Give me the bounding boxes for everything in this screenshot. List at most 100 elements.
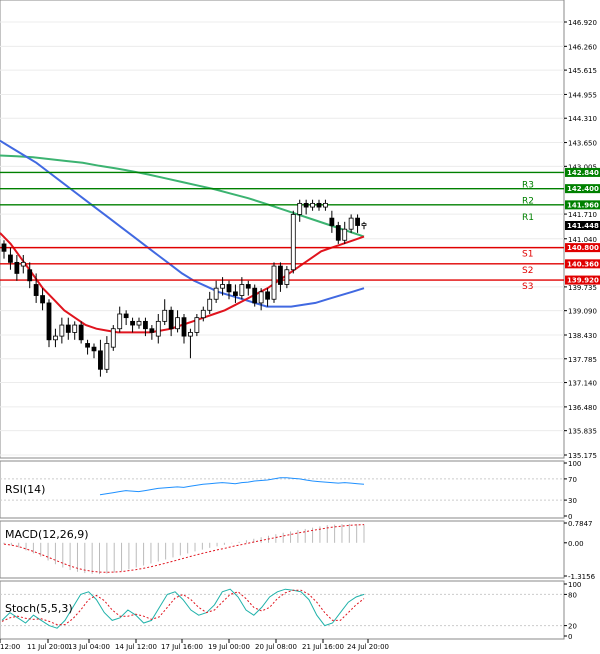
level-name-r3: R3: [522, 180, 534, 190]
level-price-box-s2: [565, 259, 600, 269]
candle-body: [245, 284, 251, 289]
candle-body: [143, 320, 148, 330]
candle-body: [361, 223, 367, 226]
candle-body: [91, 346, 97, 352]
candle-body: [85, 343, 90, 348]
price-panel-frame: [0, 0, 565, 459]
candle-body: [20, 261, 26, 267]
indicator-tick-label: 80: [568, 591, 577, 599]
candle-body: [297, 202, 303, 215]
indicator-tick-label: 70: [568, 476, 577, 484]
level-name-s1: S1: [522, 250, 533, 260]
candle-body: [329, 217, 335, 226]
candle-body: [117, 313, 123, 330]
candle-body: [162, 309, 168, 322]
level-price-box-s1: [565, 243, 600, 253]
current-price-label: 141.448: [567, 222, 599, 230]
candle-body: [271, 265, 277, 300]
candle-body: [110, 328, 116, 348]
stoch-panel-frame: [0, 580, 565, 640]
level-price-label-r3: 142.840: [567, 169, 599, 177]
macd-indicator: 0.7847 0.00 -1.3156: [3, 520, 596, 581]
candle-body: [335, 225, 341, 241]
candle-body: [1, 243, 7, 252]
indicator-tick-label: 20: [568, 623, 577, 631]
time-tick-label: 24 Jul 20:00: [347, 643, 389, 651]
candle-body: [348, 217, 354, 230]
candle-body: [323, 202, 328, 208]
candle-body: [59, 324, 65, 337]
candle-body: [239, 284, 245, 296]
candle-body: [104, 343, 110, 370]
rsi-title: RSI(14): [5, 483, 45, 496]
candle-body: [226, 284, 232, 293]
candle-body: [46, 302, 52, 341]
level-name-r2: R2: [522, 197, 534, 207]
price-tick-label: 137.785: [568, 356, 597, 364]
stoch-title: Stoch(5,5,3): [5, 602, 73, 615]
candle-body: [33, 284, 39, 296]
indicator-tick-label: 0: [568, 633, 572, 641]
level-price-box-r1: [565, 200, 600, 210]
candle-body: [213, 287, 219, 300]
candle-body: [72, 324, 78, 333]
price-tick-label: 141.040: [568, 236, 597, 244]
candle-body: [342, 228, 348, 241]
candle-body: [98, 350, 103, 370]
indicator-tick-label: 0.7847: [568, 520, 593, 528]
level-price-label-r1: 141.960: [567, 201, 599, 209]
indicator-tick-label: 100: [568, 460, 581, 468]
candle-body: [175, 317, 180, 330]
stoch-k-line: [1, 588, 365, 629]
price-tick-label: 139.090: [568, 308, 597, 316]
level-price-label-r2: 142.400: [567, 185, 599, 193]
time-tick-label: 19 Jul 00:00: [208, 643, 250, 651]
candle-body: [265, 291, 270, 300]
level-name-s2: S2: [522, 266, 533, 276]
price-tick-label: 146.260: [568, 43, 597, 51]
time-tick-label: 20 Jul 08:00: [255, 643, 297, 651]
indicator-tick-label: 0: [568, 513, 572, 521]
candle-body: [188, 332, 193, 337]
candle-body: [278, 265, 283, 285]
price-tick-label: 143.650: [568, 140, 597, 148]
candlesticks: [1, 199, 367, 377]
time-tick-label: 14 Jul 12:00: [115, 643, 157, 651]
candle-body: [8, 254, 13, 263]
price-tick-label: 135.175: [568, 452, 597, 460]
time-tick-label: 21 Jul 16:00: [302, 643, 344, 651]
candle-body: [303, 202, 309, 208]
price-tick-label: 135.835: [568, 428, 597, 436]
candle-body: [207, 298, 213, 311]
level-name-s3: S3: [522, 282, 533, 292]
level-price-box-r2: [565, 184, 600, 194]
candle-body: [290, 214, 296, 271]
price-tick-label: 145.615: [568, 67, 597, 75]
macd-signal-line: [3, 524, 365, 573]
price-tick-label: 137.140: [568, 380, 597, 388]
price-tick-label: 138.430: [568, 332, 597, 340]
candle-body: [316, 202, 322, 208]
time-tick-label: 12:00: [0, 643, 20, 651]
candle-body: [27, 269, 33, 282]
candle-body: [65, 324, 71, 333]
price-tick-label: 144.310: [568, 115, 597, 123]
candle-body: [78, 324, 84, 341]
price-tick-label: 146.920: [568, 19, 597, 27]
rsi-panel-frame: [0, 460, 565, 519]
level-price-box-r3: [565, 167, 600, 177]
candle-body: [233, 291, 238, 296]
time-tick-label: 11 Jul 20:00: [27, 643, 69, 651]
candle-body: [123, 313, 129, 319]
candle-body: [355, 217, 360, 226]
indicator-tick-label: 100: [568, 581, 581, 589]
support-resistance-levels: 142.840 R3 142.400 R2 141.960 R1 140.800 S1 140.…: [0, 167, 600, 292]
ma-mid-line: [0, 139, 365, 308]
indicator-tick-label: 0.00: [568, 540, 584, 548]
price-tick-label: 141.710: [568, 211, 597, 219]
price-axis-ticks: 146.920 146.260 145.615 144.955 144.310 143.6…: [564, 19, 597, 460]
candle-body: [40, 295, 45, 304]
indicator-tick-label: -1.3156: [568, 573, 596, 581]
candle-body: [258, 291, 264, 304]
